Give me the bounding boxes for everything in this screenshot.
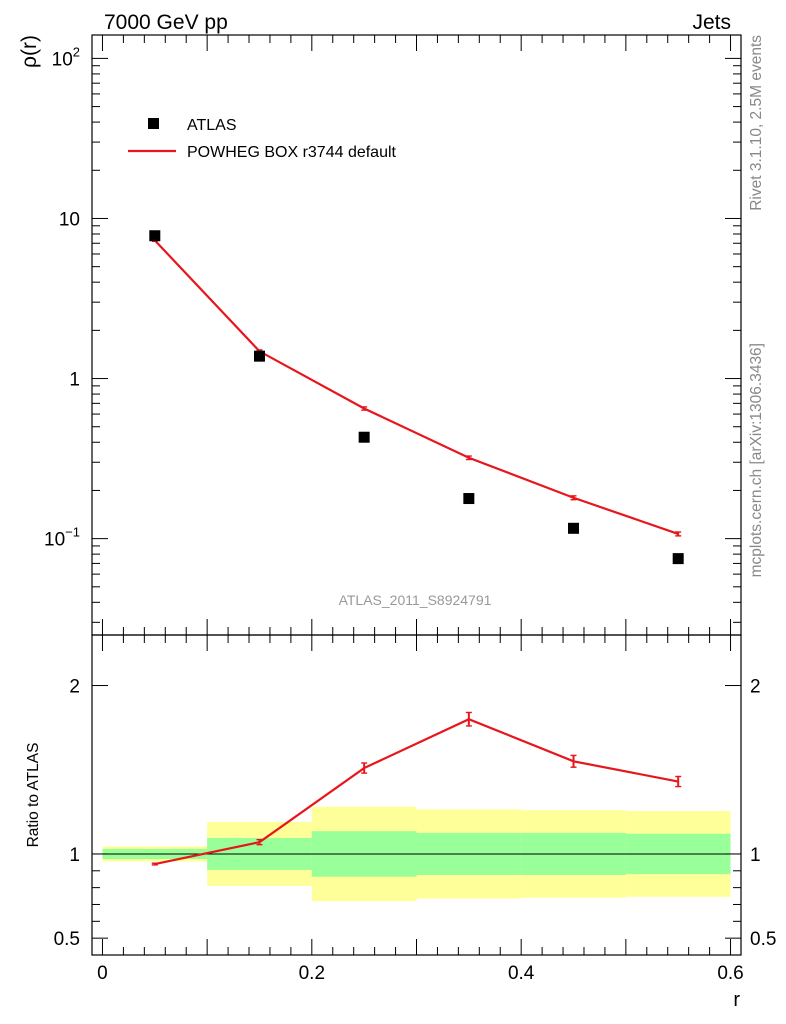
x-tick-label-2: 0.4 xyxy=(508,963,535,984)
main-y-tick-label-0: 102 xyxy=(52,44,80,70)
ratio-y-tick-label-left-2: 0.5 xyxy=(54,929,80,950)
ratio-plot-frame xyxy=(91,634,742,956)
ratio-axis-ticks: 2 2 1 1 0.5 0.5 0 0.2 0.4 0.6 xyxy=(54,635,776,984)
main-y-tick-label-3: 10−1 xyxy=(44,525,80,551)
header-left-label: 7000 GeV pp xyxy=(104,11,228,34)
atlas-data-point xyxy=(463,493,475,505)
source-label: mcplots.cern.ch [arXiv:1306.3436] xyxy=(748,343,765,577)
legend-atlas-marker xyxy=(148,118,159,129)
ratio-y-tick-label-right-2: 0.5 xyxy=(750,929,776,950)
ratio-y-tick-label-right-0: 2 xyxy=(750,677,761,698)
legend-powheg-label: POWHEG BOX r3744 default xyxy=(187,144,397,161)
legend-atlas-label: ATLAS xyxy=(187,117,237,134)
x-tick-label-3: 0.6 xyxy=(717,963,743,984)
atlas-data-point xyxy=(568,522,580,534)
main-y-tick-exponent: −1 xyxy=(65,525,80,540)
analysis-label: ATLAS_2011_S8924791 xyxy=(339,592,492,608)
x-tick-label-0: 0 xyxy=(97,963,108,984)
x-axis-label: r xyxy=(733,989,740,1011)
rivet-version-label: Rivet 3.1.10, 2.5M events xyxy=(748,35,765,211)
main-mc-series xyxy=(151,238,682,537)
main-y-tick-exponent: 2 xyxy=(73,44,80,59)
atlas-data-point xyxy=(253,350,265,362)
main-y-axis-label: ρ(r) xyxy=(18,35,41,68)
main-y-tick-label-1: 10 xyxy=(59,209,80,230)
main-axis-ticks: 102 10 1 10−1 xyxy=(44,35,741,635)
ratio-y-axis-label: Ratio to ATLAS xyxy=(25,743,42,848)
header-right-label: Jets xyxy=(692,11,731,34)
legend: ATLAS POWHEG BOX r3744 default xyxy=(128,117,397,161)
ratio-mc-series xyxy=(151,711,682,866)
x-tick-label-1: 0.2 xyxy=(299,963,325,984)
ratio-y-tick-label-left-1: 1 xyxy=(69,845,80,866)
main-y-tick-label-2: 1 xyxy=(69,370,80,391)
atlas-data-point xyxy=(358,431,370,443)
mc-line xyxy=(154,239,679,535)
ratio-mc-line xyxy=(154,718,679,866)
ratio-y-tick-label-left-0: 2 xyxy=(69,677,80,698)
ratio-y-tick-label-right-1: 1 xyxy=(750,845,761,866)
main-data-series xyxy=(149,230,684,565)
atlas-data-point xyxy=(672,553,684,565)
atlas-data-point xyxy=(149,230,161,242)
